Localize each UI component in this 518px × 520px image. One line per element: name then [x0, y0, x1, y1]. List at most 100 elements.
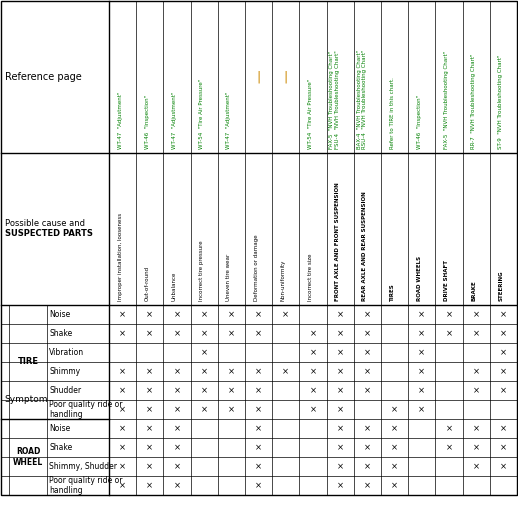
Text: ×: ×	[500, 329, 507, 338]
Text: Possible cause and: Possible cause and	[5, 218, 88, 228]
Text: RR-7  "NVH Troubleshooting Chart": RR-7 "NVH Troubleshooting Chart"	[471, 54, 476, 149]
Text: Deformation or damage: Deformation or damage	[254, 235, 258, 301]
Text: ×: ×	[364, 329, 371, 338]
Text: ×: ×	[419, 386, 425, 395]
Text: Vibration: Vibration	[49, 348, 84, 357]
Text: Unbalance: Unbalance	[172, 271, 177, 301]
Text: ×: ×	[255, 462, 262, 471]
Text: ×: ×	[337, 329, 344, 338]
Text: ×: ×	[337, 310, 344, 319]
Text: ×: ×	[309, 386, 316, 395]
Text: ×: ×	[255, 443, 262, 452]
Text: Shake: Shake	[49, 329, 72, 338]
Text: ROAD WHEELS: ROAD WHEELS	[417, 256, 422, 301]
Text: ×: ×	[391, 424, 398, 433]
Text: ×: ×	[337, 405, 344, 414]
Text: ×: ×	[337, 481, 344, 490]
Text: ×: ×	[255, 481, 262, 490]
Text: ×: ×	[500, 310, 507, 319]
Text: WT-47  "Adjustment": WT-47 "Adjustment"	[172, 92, 177, 149]
Text: ×: ×	[364, 386, 371, 395]
Text: |: |	[284, 71, 288, 84]
Text: Improper installation, looseness: Improper installation, looseness	[118, 213, 123, 301]
Text: ×: ×	[200, 348, 208, 357]
Text: ×: ×	[146, 424, 153, 433]
Text: ×: ×	[146, 310, 153, 319]
Text: ×: ×	[337, 424, 344, 433]
Text: BRAKE: BRAKE	[471, 280, 476, 301]
Text: ×: ×	[473, 443, 480, 452]
Text: Out-of-round: Out-of-round	[145, 266, 150, 301]
Text: ×: ×	[200, 329, 208, 338]
Text: ×: ×	[255, 310, 262, 319]
Text: BAX-4  "NVH Troubleshooting Chart"
RSU-4  "NVH Troubleshooting Chart": BAX-4 "NVH Troubleshooting Chart" RSU-4 …	[356, 49, 367, 149]
Text: ×: ×	[174, 386, 180, 395]
Text: ×: ×	[174, 481, 180, 490]
Text: ×: ×	[174, 462, 180, 471]
Text: Refer to TIRE in this chart.: Refer to TIRE in this chart.	[390, 77, 395, 149]
Text: ×: ×	[337, 443, 344, 452]
Text: SUSPECTED PARTS: SUSPECTED PARTS	[5, 228, 93, 238]
Text: ×: ×	[174, 405, 180, 414]
Text: ×: ×	[500, 367, 507, 376]
Text: ×: ×	[228, 310, 235, 319]
Text: ×: ×	[500, 348, 507, 357]
Text: TIRES: TIRES	[390, 283, 395, 301]
Text: ×: ×	[419, 367, 425, 376]
Text: ×: ×	[309, 405, 316, 414]
Text: ×: ×	[391, 462, 398, 471]
Text: WT-54  "Tire Air Pressure": WT-54 "Tire Air Pressure"	[308, 79, 313, 149]
Text: WT-47  "Adjustment": WT-47 "Adjustment"	[118, 92, 123, 149]
Text: ×: ×	[146, 367, 153, 376]
Text: ×: ×	[337, 367, 344, 376]
Text: ×: ×	[473, 462, 480, 471]
Text: ×: ×	[119, 405, 126, 414]
Text: ×: ×	[146, 329, 153, 338]
Text: ×: ×	[445, 424, 453, 433]
Text: ×: ×	[364, 348, 371, 357]
Text: ×: ×	[119, 462, 126, 471]
Text: Shimmy: Shimmy	[49, 367, 80, 376]
Text: Incorrect tire pressure: Incorrect tire pressure	[199, 240, 204, 301]
Text: ×: ×	[473, 329, 480, 338]
Text: ×: ×	[364, 310, 371, 319]
Text: ×: ×	[255, 405, 262, 414]
Text: ×: ×	[146, 405, 153, 414]
Text: ×: ×	[146, 386, 153, 395]
Text: ×: ×	[500, 443, 507, 452]
Text: |: |	[256, 71, 261, 84]
Text: ×: ×	[500, 386, 507, 395]
Text: ×: ×	[119, 367, 126, 376]
Text: ×: ×	[282, 310, 289, 319]
Text: ×: ×	[119, 329, 126, 338]
Text: ×: ×	[119, 443, 126, 452]
Text: ×: ×	[228, 405, 235, 414]
Text: ST-9  "NVH Troubleshooting Chart": ST-9 "NVH Troubleshooting Chart"	[498, 55, 503, 149]
Text: ×: ×	[174, 310, 180, 319]
Text: ×: ×	[282, 367, 289, 376]
Text: ×: ×	[337, 348, 344, 357]
Text: Poor quality ride or
handling: Poor quality ride or handling	[49, 476, 122, 495]
Text: ×: ×	[174, 443, 180, 452]
Text: ROAD
WHEEL: ROAD WHEEL	[13, 447, 43, 467]
Text: ×: ×	[473, 310, 480, 319]
Text: Uneven tire wear: Uneven tire wear	[226, 254, 232, 301]
Text: ×: ×	[364, 424, 371, 433]
Text: DRIVE SHAFT: DRIVE SHAFT	[444, 260, 449, 301]
Text: ×: ×	[364, 367, 371, 376]
Text: Shake: Shake	[49, 443, 72, 452]
Text: ×: ×	[174, 329, 180, 338]
Text: Reference page: Reference page	[5, 72, 82, 82]
Text: FAX-5  "NVH Troubleshooting Chart": FAX-5 "NVH Troubleshooting Chart"	[444, 51, 449, 149]
Text: ×: ×	[174, 367, 180, 376]
Text: Noise: Noise	[49, 424, 70, 433]
Text: ×: ×	[119, 310, 126, 319]
Text: ×: ×	[309, 329, 316, 338]
Text: ×: ×	[391, 443, 398, 452]
Text: ×: ×	[146, 462, 153, 471]
Text: Poor quality ride or
handling: Poor quality ride or handling	[49, 400, 122, 419]
Text: ×: ×	[364, 481, 371, 490]
Text: FRONT AXLE AND FRONT SUSPENSION: FRONT AXLE AND FRONT SUSPENSION	[335, 182, 340, 301]
Text: WT-54  "Tire Air Pressure": WT-54 "Tire Air Pressure"	[199, 79, 204, 149]
Text: STEERING: STEERING	[498, 270, 503, 301]
